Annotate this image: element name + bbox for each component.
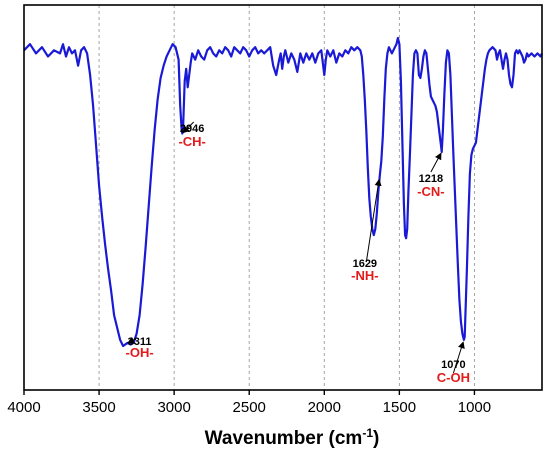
x-axis-title-close: ) [373, 428, 379, 449]
annotation-wavenumber: 1629 [353, 258, 377, 270]
annotation-arrow [430, 152, 442, 173]
grid-lines [98, 5, 475, 390]
spectrum-line [23, 36, 543, 348]
series-layer [23, 36, 543, 348]
annotation-functional-group: -CN- [417, 184, 444, 199]
x-axis-title: Wavenumber (cm-1) [205, 426, 380, 449]
annotation-arrow [182, 121, 195, 134]
x-tick-label: 2500 [233, 399, 266, 416]
annotation-arrow [452, 341, 465, 374]
annotation-wavenumber: 1070 [441, 359, 465, 371]
annotation-wavenumber: 2946 [180, 123, 204, 135]
annotation-functional-group: -OH- [126, 345, 154, 360]
x-axis-title-superscript: -1 [362, 426, 373, 440]
x-tick-label: 3500 [82, 399, 115, 416]
x-tick-label: 3000 [157, 399, 190, 416]
annotation-functional-group: -CH- [178, 134, 205, 149]
annotation-wavenumber: 3311 [128, 336, 152, 348]
annotation-functional-group: -NH- [351, 268, 378, 283]
annotation-functional-group: C-OH [437, 370, 470, 385]
x-tick-label: 1500 [383, 399, 416, 416]
annotation-arrow [365, 178, 382, 263]
x-tick-label: 4000 [7, 399, 40, 416]
x-tick-label: 1000 [458, 399, 491, 416]
plot-frame [23, 4, 543, 391]
annotation-arrow [127, 336, 137, 344]
x-axis-ticks: 4000 3500 3000 2500 2000 1500 1000 [7, 390, 491, 416]
x-tick-label: 2000 [308, 399, 341, 416]
annotation-wavenumber: 1218 [419, 173, 443, 185]
